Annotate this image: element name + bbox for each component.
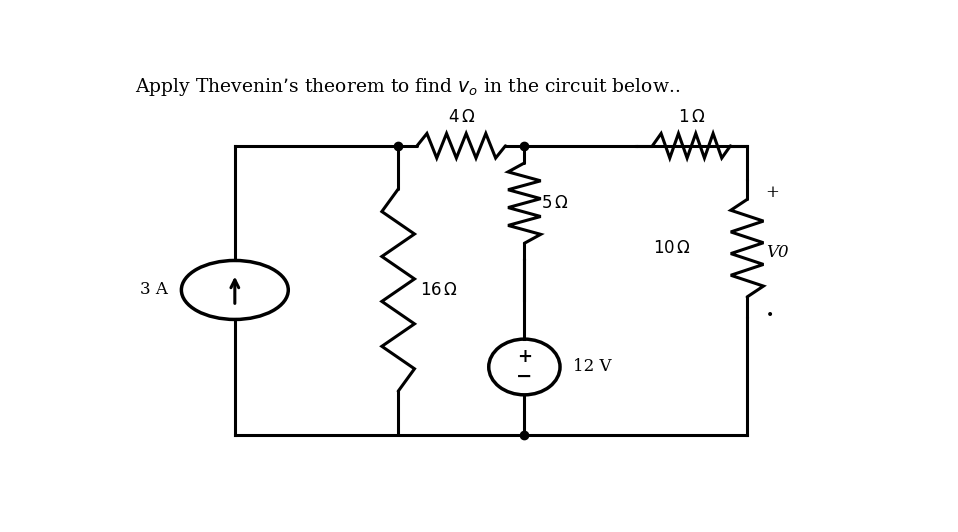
Text: $10\,\Omega$: $10\,\Omega$ xyxy=(653,240,692,256)
Text: +: + xyxy=(517,348,532,366)
Text: 12 V: 12 V xyxy=(574,359,612,376)
Text: •: • xyxy=(765,309,774,323)
Text: $1\,\Omega$: $1\,\Omega$ xyxy=(677,109,705,126)
Text: +: + xyxy=(765,185,780,202)
Text: Apply Thevenin’s theorem to find $v_o$ in the circuit below..: Apply Thevenin’s theorem to find $v_o$ i… xyxy=(134,76,680,98)
Text: 3 A: 3 A xyxy=(140,281,168,298)
Text: V0: V0 xyxy=(765,244,788,261)
Text: $16\,\Omega$: $16\,\Omega$ xyxy=(421,281,459,298)
Text: $5\,\Omega$: $5\,\Omega$ xyxy=(540,195,568,212)
Text: $4\,\Omega$: $4\,\Omega$ xyxy=(447,109,475,126)
Text: −: − xyxy=(516,368,533,386)
